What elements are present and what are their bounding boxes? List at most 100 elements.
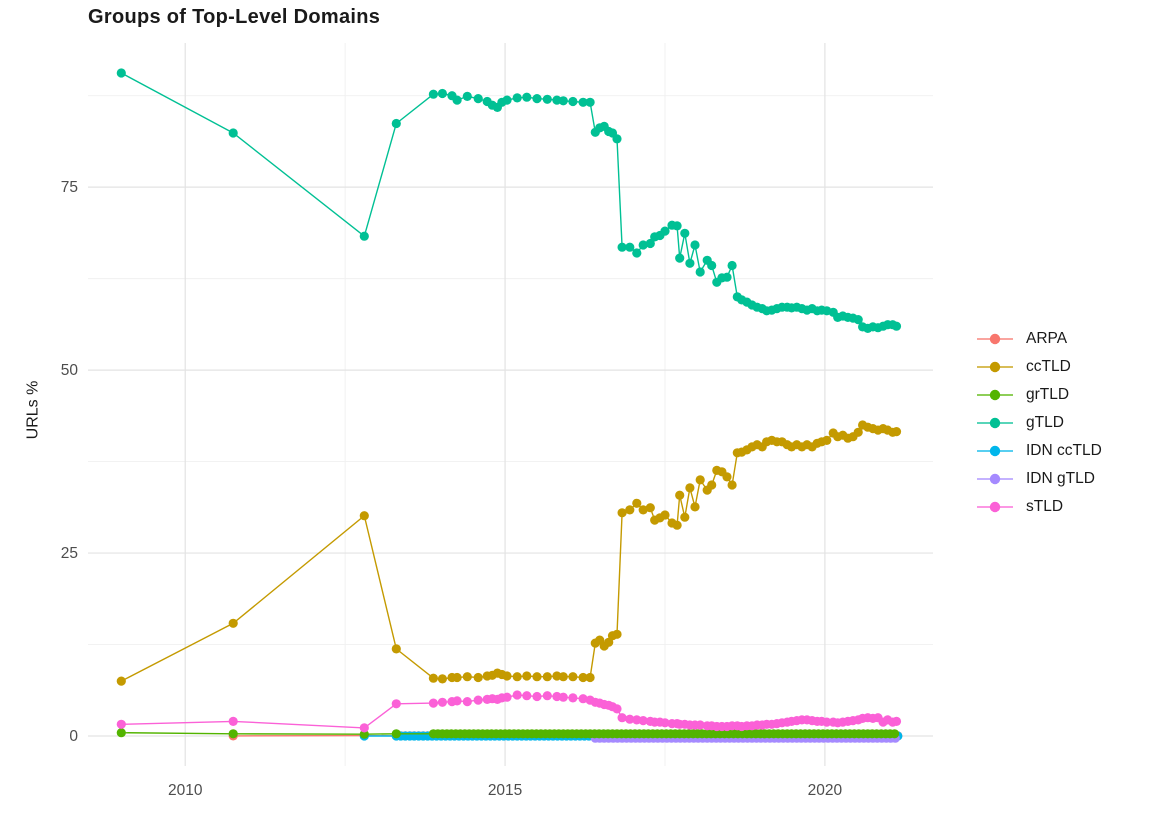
- data-point: [558, 692, 568, 702]
- data-point: [660, 718, 670, 728]
- data-point: [638, 716, 648, 726]
- data-point: [542, 672, 552, 682]
- data-point: [685, 483, 695, 493]
- data-point: [578, 694, 588, 704]
- legend-item-stld: sTLD: [976, 493, 1102, 521]
- data-point: [228, 618, 238, 628]
- data-point: [512, 690, 522, 700]
- legend-key-icon: [977, 333, 1013, 345]
- legend: ARPA ccTLD grTLD gTLD IDN ccTLD IDN gTLD sTLD: [976, 325, 1102, 521]
- data-point: [707, 480, 717, 490]
- legend-key-icon: [977, 473, 1013, 485]
- data-point: [116, 676, 126, 686]
- data-point: [542, 691, 552, 701]
- data-point: [512, 93, 522, 103]
- data-point: [462, 672, 472, 682]
- data-point: [542, 94, 552, 104]
- data-point: [617, 508, 627, 518]
- legend-key-icon: [977, 445, 1013, 457]
- data-point: [502, 671, 512, 681]
- data-point: [558, 96, 568, 106]
- legend-label: IDN gTLD: [1026, 470, 1095, 487]
- x-tick-label: 2010: [168, 782, 203, 799]
- data-point: [428, 673, 438, 683]
- data-point: [690, 240, 700, 250]
- data-point: [512, 672, 522, 682]
- data-point: [695, 720, 705, 730]
- data-point: [428, 89, 438, 99]
- legend-key-icon: [977, 501, 1013, 513]
- legend-label: IDN ccTLD: [1026, 442, 1102, 459]
- data-point: [638, 240, 648, 250]
- data-point: [672, 520, 682, 530]
- data-point: [228, 716, 238, 727]
- legend-label: grTLD: [1026, 386, 1070, 403]
- y-axis-title: URLs %: [24, 380, 42, 440]
- data-point: [452, 672, 462, 683]
- legend-key-icon: [977, 417, 1013, 429]
- data-point: [228, 729, 238, 739]
- data-point: [685, 258, 695, 268]
- legend-label: gTLD: [1026, 414, 1064, 431]
- data-point: [568, 96, 578, 107]
- data-point: [680, 512, 690, 522]
- data-point: [437, 674, 447, 684]
- data-point: [473, 695, 483, 705]
- legend-label: ARPA: [1026, 330, 1068, 347]
- data-point: [578, 672, 588, 683]
- data-point: [437, 88, 447, 99]
- x-tick-label: 2015: [488, 782, 522, 799]
- y-tick-label: 75: [61, 179, 78, 196]
- data-point: [645, 503, 655, 513]
- data-point: [672, 221, 682, 231]
- legend-item-idn-cctld: IDN ccTLD: [976, 437, 1102, 465]
- legend-item-cctld: ccTLD: [976, 353, 1102, 381]
- y-tick-label: 50: [61, 362, 79, 379]
- data-point: [722, 472, 732, 482]
- data-point: [617, 242, 627, 252]
- data-point: [690, 502, 700, 512]
- data-point: [502, 692, 512, 702]
- data-point: [568, 693, 578, 703]
- data-point: [625, 714, 635, 724]
- data-point: [645, 238, 655, 249]
- data-point: [727, 480, 737, 490]
- data-point: [437, 697, 447, 707]
- data-point: [891, 321, 902, 331]
- data-point: [473, 672, 483, 683]
- data-point: [359, 231, 369, 241]
- data-point: [660, 226, 670, 236]
- data-point: [522, 92, 532, 102]
- data-point: [853, 315, 863, 325]
- data-point: [578, 97, 588, 107]
- data-point: [585, 672, 595, 683]
- data-point: [391, 644, 401, 654]
- data-point: [473, 94, 483, 104]
- data-point: [707, 260, 717, 271]
- data-point: [462, 697, 472, 707]
- data-point: [116, 68, 126, 78]
- data-point: [891, 427, 902, 437]
- legend-key-icon: [977, 389, 1013, 401]
- data-point: [452, 696, 462, 706]
- data-point: [632, 498, 642, 508]
- data-point: [359, 723, 369, 733]
- data-point: [568, 672, 578, 682]
- chart-title: Groups of Top-Level Domains: [88, 6, 381, 28]
- legend-key-icon: [977, 361, 1013, 373]
- data-point: [612, 134, 622, 144]
- x-tick-label: 2020: [808, 782, 843, 799]
- data-point: [391, 699, 401, 709]
- data-point: [532, 672, 542, 682]
- data-point: [359, 511, 369, 521]
- data-point: [675, 253, 685, 263]
- data-point: [660, 510, 670, 520]
- data-point: [625, 242, 635, 252]
- legend-item-grtld: grTLD: [976, 381, 1102, 409]
- data-point: [890, 729, 900, 739]
- data-point: [891, 716, 902, 727]
- legend-label: sTLD: [1026, 498, 1064, 515]
- data-point: [558, 672, 568, 682]
